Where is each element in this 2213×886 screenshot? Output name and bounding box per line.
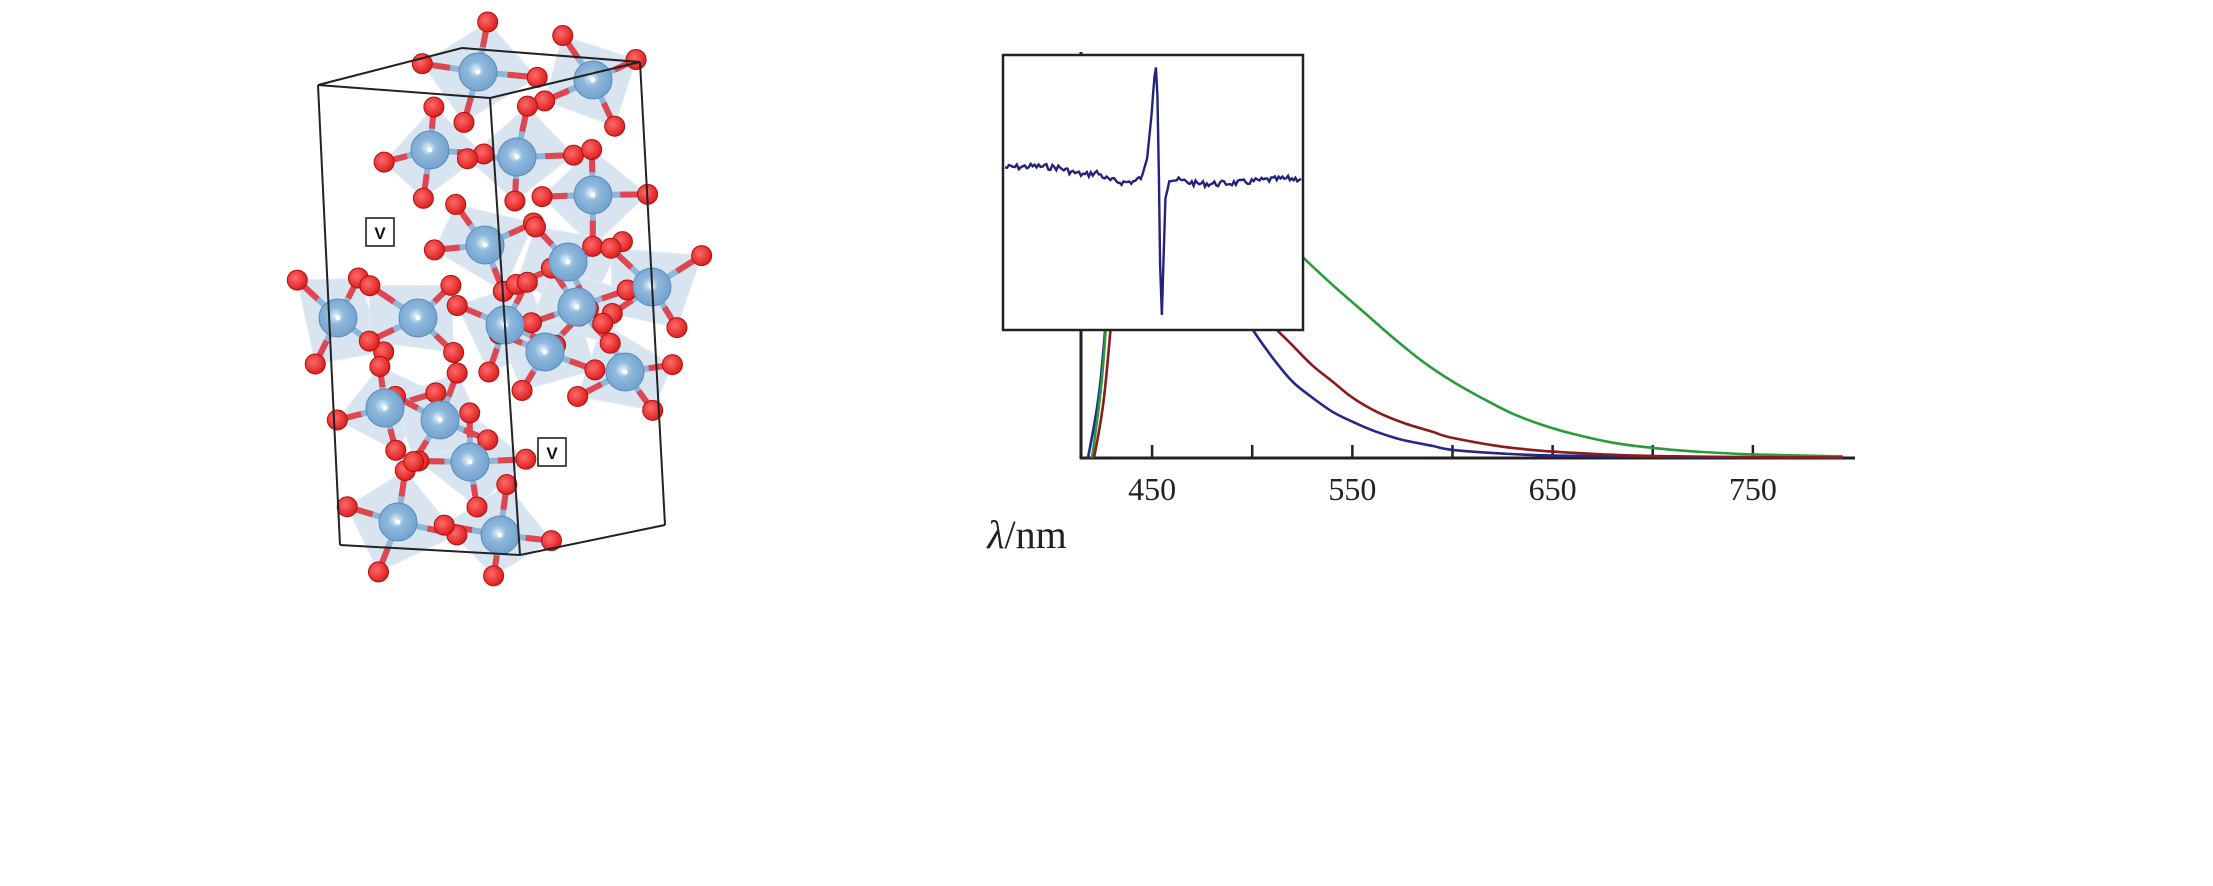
atom-highlight [382, 405, 388, 411]
oxygen-atom [373, 151, 395, 173]
atom-highlight [335, 315, 341, 321]
oxygen-atom [540, 530, 562, 552]
oxygen-atom [446, 295, 468, 317]
x-tick-label: 450 [1128, 471, 1176, 507]
oxygen-atom [666, 317, 688, 339]
oxygen-atom [286, 269, 308, 291]
oxygen-atom [459, 402, 481, 424]
oxygen-atom [516, 271, 538, 293]
oxygen-atom [524, 216, 546, 238]
x-tick-label: 750 [1729, 471, 1777, 507]
vacancy-marker: V [365, 217, 395, 247]
oxygen-atom [359, 275, 381, 297]
oxygen-atom [511, 379, 533, 401]
oxygen-atom [563, 144, 585, 166]
oxygen-atom [496, 473, 518, 495]
oxygen-atom [466, 496, 488, 518]
oxygen-atom [477, 429, 499, 451]
atom-highlight [590, 192, 596, 198]
oxygen-atom [691, 245, 713, 267]
inset-chart [1001, 53, 1305, 332]
oxygen-atom [625, 49, 647, 71]
oxygen-atom [599, 332, 621, 354]
atom-highlight [482, 242, 488, 248]
oxygen-atom [515, 448, 537, 470]
atom-highlight [475, 69, 481, 75]
unit-cell-edge [339, 544, 521, 556]
atom-highlight [542, 349, 548, 355]
oxygen-atom [445, 193, 467, 215]
x-tick-label: 650 [1529, 471, 1577, 507]
vacancy-box [537, 437, 567, 467]
oxygen-atom [661, 354, 683, 376]
oxygen-atom [367, 561, 389, 583]
oxygen-atom [483, 565, 505, 587]
unit-cell-edge [489, 97, 521, 556]
oxygen-atom [403, 451, 425, 473]
oxygen-atom [369, 356, 391, 378]
vacancy-label: V [546, 444, 558, 463]
oxygen-atom [336, 496, 358, 518]
unit-cell [317, 47, 666, 556]
x-tick-label: 550 [1328, 471, 1376, 507]
crystal-structure [286, 11, 713, 587]
oxygen-atom [358, 330, 380, 352]
atom-highlight [415, 315, 421, 321]
unit-cell-edge [317, 84, 341, 546]
oxygen-atom [582, 235, 604, 257]
x-ticks: 450 550 650 750 [1128, 445, 1777, 507]
atom-highlight [590, 77, 596, 83]
atom-highlight [565, 259, 571, 265]
oxygen-atom [552, 25, 574, 47]
atom-highlight [622, 369, 628, 375]
oxygen-atom [385, 439, 407, 461]
x-axis-unit: /nm [1005, 512, 1067, 557]
oxygen-atom [531, 186, 553, 208]
oxygen-atom [604, 115, 626, 137]
vacancy-marker: V [537, 437, 567, 467]
oxygen-atom [453, 111, 475, 133]
oxygen-atom [446, 362, 468, 384]
vacancy-box [365, 217, 395, 247]
oxygen-atom [425, 382, 447, 404]
oxygen-atom [443, 342, 465, 364]
atom-highlight [437, 417, 443, 423]
oxygen-atom [456, 148, 478, 170]
unit-cell-edge [317, 84, 491, 99]
oxygen-atom [567, 385, 589, 407]
oxygen-atom [440, 274, 462, 296]
oxygen-atom [478, 361, 500, 383]
oxygen-atom [520, 312, 542, 334]
unit-cell-edge [519, 524, 666, 556]
x-axis-symbol: λ [986, 512, 1004, 557]
oxygen-atom [326, 409, 348, 431]
oxygen-atom [412, 187, 434, 209]
unit-cell-edge [461, 47, 641, 63]
oxygen-atom [304, 353, 326, 375]
oxygen-atom [581, 139, 603, 161]
vacancy-label: V [374, 224, 386, 243]
inset-series-group [1004, 67, 1302, 316]
atom-highlight [497, 532, 503, 538]
oxygen-atom [600, 237, 622, 259]
oxygen-atom [423, 96, 445, 118]
atom-highlight [427, 147, 433, 153]
oxygen-atom [423, 239, 445, 261]
unit-cell-edge [639, 61, 666, 526]
oxygen-atom [516, 95, 538, 117]
oxygen-atom [504, 190, 526, 212]
oxygen-atom [592, 312, 614, 334]
oxygen-atom [433, 514, 455, 536]
oxygen-atom [477, 11, 499, 33]
unit-cell-edge [489, 61, 641, 99]
atom-highlight [514, 154, 520, 160]
oxygen-atom [584, 359, 606, 381]
unit-cell-edge [317, 47, 463, 86]
x-axis-label: λ/nm [986, 512, 1067, 557]
inset-signal-line [1004, 67, 1302, 316]
atom-highlight [467, 459, 473, 465]
atom-highlight [574, 304, 580, 310]
atom-highlight [395, 519, 401, 525]
